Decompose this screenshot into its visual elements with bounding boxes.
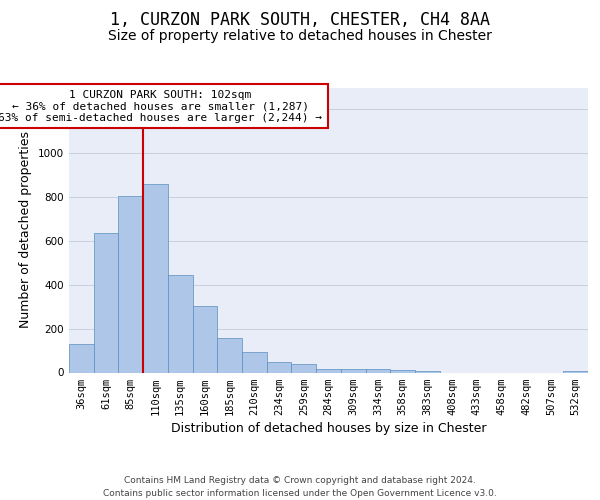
Bar xyxy=(143,184,168,372)
Bar xyxy=(563,370,588,372)
Text: Size of property relative to detached houses in Chester: Size of property relative to detached ho… xyxy=(108,29,492,43)
Bar xyxy=(69,344,94,372)
Bar xyxy=(390,370,415,372)
Text: 1, CURZON PARK SOUTH, CHESTER, CH4 8AA: 1, CURZON PARK SOUTH, CHESTER, CH4 8AA xyxy=(110,11,490,29)
X-axis label: Distribution of detached houses by size in Chester: Distribution of detached houses by size … xyxy=(171,422,486,435)
Bar xyxy=(341,368,365,372)
Bar xyxy=(292,364,316,372)
Bar xyxy=(193,306,217,372)
Bar xyxy=(267,362,292,372)
Bar xyxy=(242,352,267,372)
Bar xyxy=(316,369,341,372)
Bar xyxy=(415,370,440,372)
Y-axis label: Number of detached properties: Number of detached properties xyxy=(19,132,32,328)
Bar xyxy=(94,234,118,372)
Text: Contains HM Land Registry data © Crown copyright and database right 2024.
Contai: Contains HM Land Registry data © Crown c… xyxy=(103,476,497,498)
Bar xyxy=(365,368,390,372)
Bar xyxy=(168,275,193,372)
Bar xyxy=(217,338,242,372)
Bar xyxy=(118,196,143,372)
Text: 1 CURZON PARK SOUTH: 102sqm
← 36% of detached houses are smaller (1,287)
63% of : 1 CURZON PARK SOUTH: 102sqm ← 36% of det… xyxy=(0,90,322,123)
